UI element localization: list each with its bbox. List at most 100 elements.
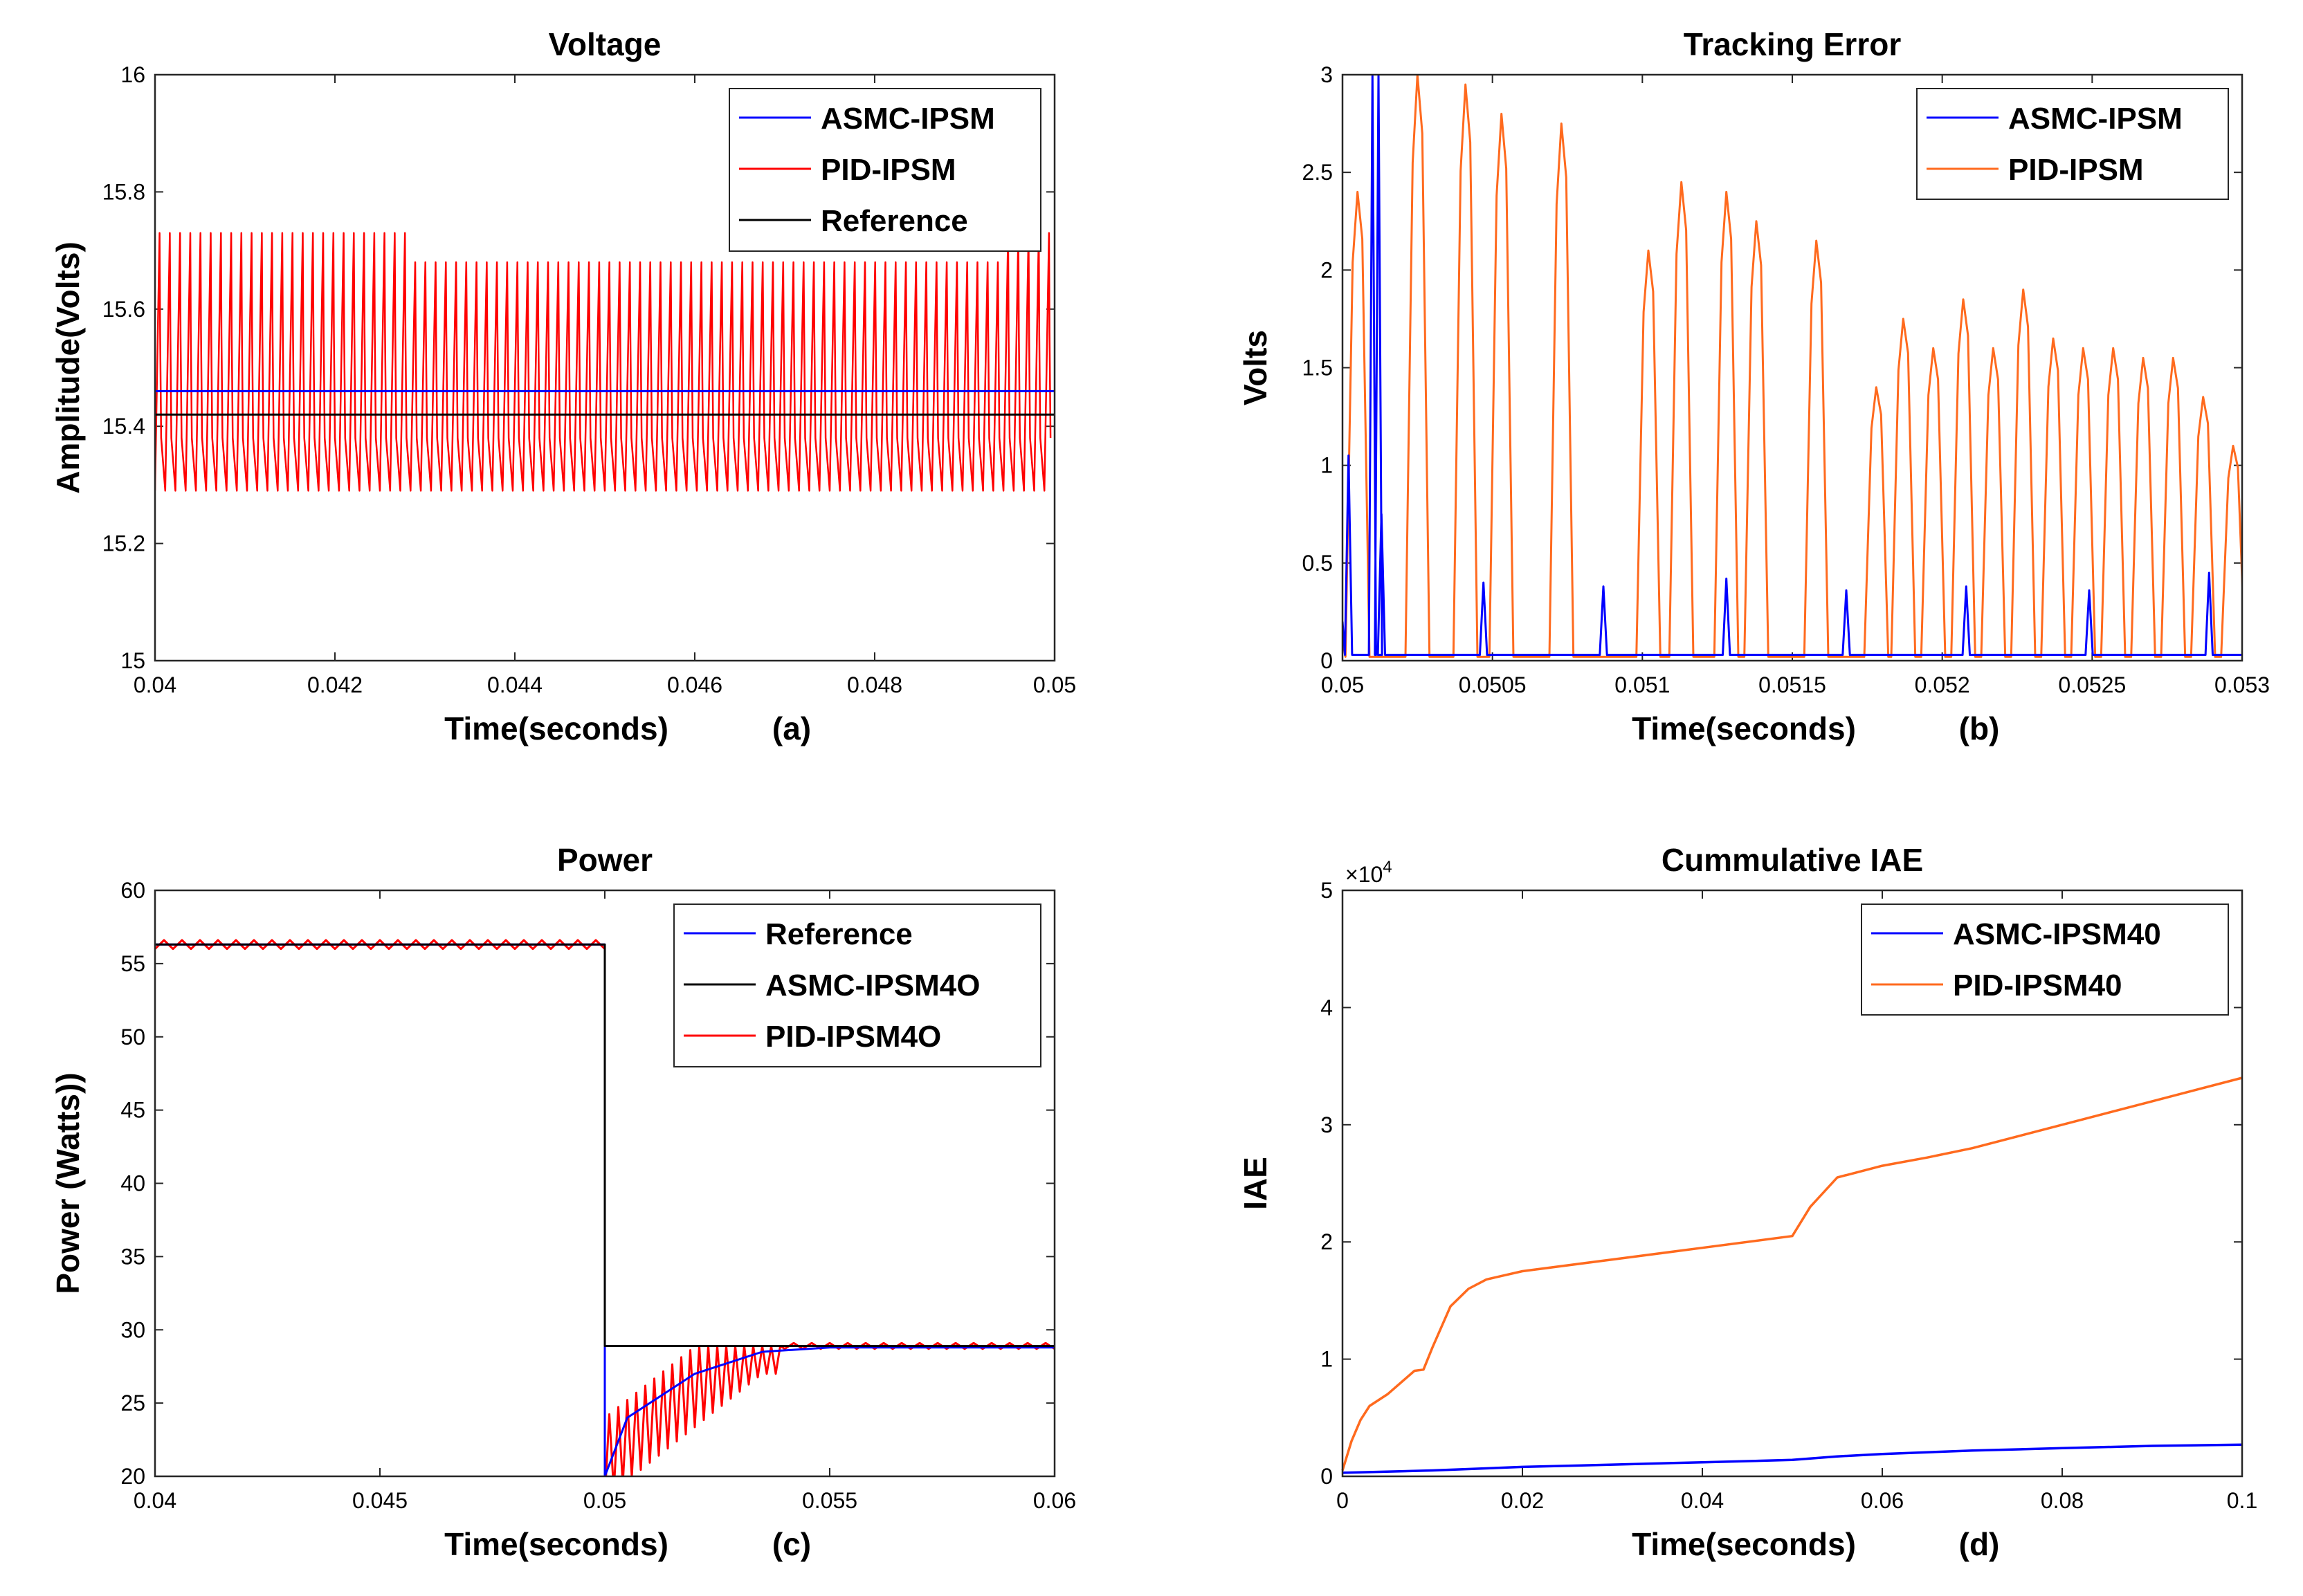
- series-asmc-ipsm: [1342, 75, 2242, 656]
- panel-label: (d): [1959, 1526, 2000, 1562]
- x-tick-label: 0.055: [802, 1488, 857, 1513]
- x-tick-label: 0.05: [583, 1488, 626, 1513]
- x-tick-label: 0.046: [667, 672, 722, 697]
- y-axis-label: IAE: [1237, 1157, 1273, 1210]
- x-tick-label: 0.052: [1915, 672, 1970, 697]
- x-tick-label: 0.05: [1033, 672, 1076, 697]
- y-tick-label: 1.5: [1302, 356, 1333, 380]
- y-axis-label: Volts: [1237, 330, 1273, 405]
- legend-entry: PID-IPSM: [2008, 153, 2144, 187]
- panel-power: 0.04 0.045 0.05 0.055 0.06 20 25 30 35 40 45 50 55 60…: [50, 842, 1076, 1562]
- x-tick-label: 0.04: [134, 672, 176, 697]
- y-tick-label: 45: [120, 1098, 145, 1123]
- x-tick-label: 0.0515: [1758, 672, 1826, 697]
- x-axis-label: Time(seconds): [444, 1526, 668, 1562]
- y-tick-label: 35: [120, 1244, 145, 1269]
- legend-entry: ASMC-IPSM: [821, 102, 995, 136]
- series-group: [155, 939, 1055, 1476]
- panel-tracking-error: 0.05 0.0505 0.051 0.0515 0.052 0.0525 0.053 0 0.…: [1237, 26, 2270, 746]
- x-tick-label: 0.05: [1321, 672, 1364, 697]
- axes-frame: [154, 73, 1056, 662]
- y-tick-label: 50: [120, 1025, 145, 1049]
- y-tick-label: 0.5: [1302, 551, 1333, 576]
- x-tick-label: 0.0505: [1459, 672, 1527, 697]
- y-tick-label: 15.6: [102, 297, 145, 322]
- axes-frame: [154, 889, 1056, 1478]
- x-tick-label: 0.04: [1681, 1488, 1724, 1513]
- y-tick-label: 2: [1320, 257, 1333, 282]
- panel-cumulative-iae: 0 0.02 0.04 0.06 0.08 0.1 0 1 2 3 4 5 Cummulative IA…: [1237, 842, 2257, 1562]
- y-tick-label: 3: [1320, 1112, 1333, 1137]
- y-tick-label: 5: [1320, 878, 1333, 903]
- legend-box: [1861, 904, 2229, 1016]
- series-pid-ipsm: [155, 232, 1052, 492]
- legend-box: [1916, 88, 2229, 200]
- x-tick-label: 0.06: [1033, 1488, 1076, 1513]
- y-tick-label: 0: [1320, 648, 1333, 673]
- series-group: [155, 232, 1055, 492]
- y-axis-label: Amplitude(Volts): [50, 241, 86, 494]
- x-tick-label: 0.045: [352, 1488, 408, 1513]
- x-tick-label: 0.053: [2214, 672, 2270, 697]
- series-pid-ipsm40: [1341, 1076, 2243, 1471]
- y-tick-label: 1: [1320, 453, 1333, 478]
- x-axis-label: Time(seconds): [444, 710, 668, 746]
- legend-entry: PID-IPSM: [821, 153, 956, 187]
- panel-label: (c): [772, 1526, 811, 1562]
- legend-entry: PID-IPSM4O: [765, 1020, 941, 1054]
- x-axis-label: Time(seconds): [1632, 1526, 1856, 1562]
- y-tick-label: 15.2: [102, 531, 145, 556]
- y-tick-label: 20: [120, 1464, 145, 1489]
- panel-label: (b): [1959, 710, 2000, 746]
- legend-entry: ASMC-IPSM4O: [765, 969, 980, 1002]
- legend-entry: ASMC-IPSM: [2008, 102, 2183, 136]
- chart-title: Tracking Error: [1684, 26, 1902, 62]
- x-tick-label: 0.0525: [2058, 672, 2126, 697]
- y-tick-label: 15.8: [102, 179, 145, 204]
- x-tick-label: 0.1: [2227, 1488, 2257, 1513]
- series-asmc-ipsm4o: [155, 943, 1055, 1347]
- x-tick-label: 0.06: [1861, 1488, 1904, 1513]
- y-tick-label: 40: [120, 1171, 145, 1196]
- panel-label: (a): [772, 710, 811, 746]
- y-tick-label: 55: [120, 951, 145, 976]
- y-exponent-label: ×104: [1345, 858, 1392, 887]
- x-tick-label: 0.044: [487, 672, 543, 697]
- x-tick-label: 0: [1336, 1488, 1349, 1513]
- chart-title: Cummulative IAE: [1662, 842, 1923, 878]
- x-tick-label: 0.042: [307, 672, 363, 697]
- series-group: [1342, 75, 2242, 658]
- legend-entry: Reference: [821, 204, 968, 238]
- chart-title: Power: [557, 842, 653, 878]
- y-tick-label: 15: [120, 648, 145, 673]
- y-exponent-power: 4: [1383, 858, 1392, 877]
- y-tick-label: 0: [1320, 1464, 1333, 1489]
- x-axis-label: Time(seconds): [1632, 710, 1856, 746]
- x-tick-label: 0.02: [1501, 1488, 1544, 1513]
- y-tick-label: 3: [1320, 62, 1333, 87]
- y-tick-label: 2.5: [1302, 160, 1333, 185]
- y-tick-label: 15.4: [102, 414, 145, 439]
- y-tick-label: 60: [120, 878, 145, 903]
- legend-entry: ASMC-IPSM40: [1953, 917, 2161, 951]
- y-tick-label: 30: [120, 1317, 145, 1342]
- legend-entry: Reference: [765, 917, 913, 951]
- y-axis-label: Power (Watts)): [50, 1072, 86, 1294]
- chart-title: Voltage: [549, 26, 662, 62]
- y-tick-label: 25: [120, 1391, 145, 1415]
- y-tick-label: 4: [1320, 995, 1333, 1020]
- x-tick-label: 0.04: [134, 1488, 176, 1513]
- x-tick-label: 0.048: [847, 672, 902, 697]
- y-tick-label: 1: [1320, 1347, 1333, 1372]
- x-tick-label: 0.08: [2041, 1488, 2084, 1513]
- series-asmc-ipsm40: [1342, 1443, 2243, 1474]
- y-tick-label: 2: [1320, 1229, 1333, 1254]
- legend-entry: PID-IPSM40: [1953, 969, 2122, 1002]
- axes-frame: [1341, 73, 2243, 662]
- y-tick-label: 16: [120, 62, 145, 87]
- axes-frame: [1341, 889, 2243, 1478]
- series-pid-ipsm: [1342, 75, 2242, 658]
- panel-voltage: 0.04 0.042 0.044 0.046 0.048 0.05 15 15.2 15.4 15…: [50, 26, 1076, 746]
- x-tick-label: 0.051: [1614, 672, 1670, 697]
